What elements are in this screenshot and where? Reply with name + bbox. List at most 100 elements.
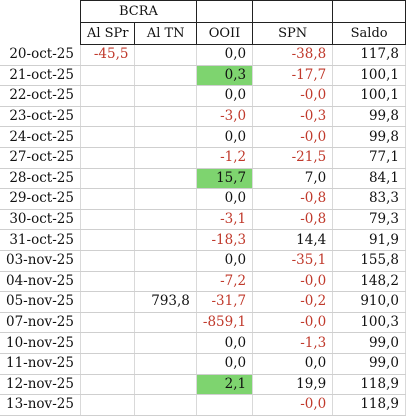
ooii-cell[interactable]: -3,0 [196,106,254,128]
al-spr-cell[interactable] [80,106,136,128]
spn-cell[interactable]: 19,9 [252,374,334,396]
ooii-cell[interactable] [196,394,254,416]
date-cell[interactable]: 22-oct-25 [0,85,81,107]
date-cell[interactable]: 24-oct-25 [0,126,81,148]
spn-cell[interactable]: -0,3 [252,106,334,128]
al-spr-cell[interactable]: -45,5 [80,44,136,66]
al-tn-cell[interactable] [134,209,197,231]
ooii-cell[interactable]: 0,0 [196,332,254,354]
ooii-cell[interactable]: -7,2 [196,271,254,293]
saldo-cell[interactable]: 77,1 [332,147,406,169]
al-spr-cell[interactable] [80,271,136,293]
date-cell[interactable]: 21-oct-25 [0,65,81,87]
spn-cell[interactable]: -0,8 [252,209,334,231]
ooii-cell[interactable]: 0,3 [196,65,254,87]
al-spr-cell[interactable] [80,332,136,354]
al-tn-cell[interactable] [134,312,197,334]
ooii-cell[interactable]: -859,1 [196,312,254,334]
saldo-cell[interactable]: 99,8 [332,126,406,148]
al-spr-cell[interactable] [80,353,136,375]
ooii-cell[interactable]: -31,7 [196,291,254,313]
al-spr-cell[interactable] [80,394,136,416]
al-tn-cell[interactable] [134,85,197,107]
ooii-cell[interactable]: -1,2 [196,147,254,169]
saldo-cell[interactable]: 118,9 [332,394,406,416]
saldo-cell[interactable]: 117,8 [332,44,406,66]
al-tn-cell[interactable] [134,188,197,210]
date-cell[interactable]: 04-nov-25 [0,271,81,293]
saldo-cell[interactable]: 99,8 [332,106,406,128]
al-tn-cell[interactable] [134,106,197,128]
date-cell[interactable]: 20-oct-25 [0,44,81,66]
spn-cell[interactable]: -0,2 [252,291,334,313]
saldo-cell[interactable]: 83,3 [332,188,406,210]
al-spr-cell[interactable] [80,374,136,396]
date-cell[interactable]: 23-oct-25 [0,106,81,128]
spn-cell[interactable]: -0,0 [252,312,334,334]
al-tn-cell[interactable] [134,168,197,190]
ooii-cell[interactable]: 15,7 [196,168,254,190]
ooii-cell[interactable]: 0,0 [196,44,254,66]
al-spr-cell[interactable] [80,188,136,210]
al-spr-cell[interactable] [80,209,136,231]
date-cell[interactable]: 27-oct-25 [0,147,81,169]
spn-cell[interactable]: -0,8 [252,188,334,210]
date-cell[interactable]: 12-nov-25 [0,374,81,396]
al-tn-cell[interactable]: 793,8 [134,291,197,313]
spn-cell[interactable]: -0,0 [252,394,334,416]
saldo-cell[interactable]: 910,0 [332,291,406,313]
al-spr-cell[interactable] [80,126,136,148]
al-tn-cell[interactable] [134,271,197,293]
al-spr-cell[interactable] [80,85,136,107]
ooii-cell[interactable]: 0,0 [196,188,254,210]
al-tn-cell[interactable] [134,65,197,87]
date-cell[interactable]: 05-nov-25 [0,291,81,313]
saldo-cell[interactable]: 99,0 [332,353,406,375]
ooii-cell[interactable]: -18,3 [196,229,254,251]
date-cell[interactable]: 31-oct-25 [0,229,81,251]
saldo-cell[interactable]: 100,3 [332,312,406,334]
saldo-cell[interactable]: 84,1 [332,168,406,190]
al-tn-cell[interactable] [134,147,197,169]
spn-cell[interactable]: -17,7 [252,65,334,87]
al-tn-cell[interactable] [134,394,197,416]
al-spr-cell[interactable] [80,147,136,169]
date-cell[interactable]: 07-nov-25 [0,312,81,334]
date-cell[interactable]: 29-oct-25 [0,188,81,210]
saldo-cell[interactable]: 99,0 [332,332,406,354]
al-tn-cell[interactable] [134,44,197,66]
al-spr-cell[interactable] [80,291,136,313]
date-cell[interactable]: 28-oct-25 [0,168,81,190]
saldo-cell[interactable]: 79,3 [332,209,406,231]
al-tn-cell[interactable] [134,229,197,251]
spn-cell[interactable]: -38,8 [252,44,334,66]
al-tn-cell[interactable] [134,250,197,272]
al-tn-cell[interactable] [134,374,197,396]
spn-cell[interactable]: -0,0 [252,85,334,107]
al-spr-cell[interactable] [80,229,136,251]
spn-cell[interactable]: -21,5 [252,147,334,169]
spn-cell[interactable]: -0,0 [252,271,334,293]
al-spr-cell[interactable] [80,250,136,272]
al-spr-cell[interactable] [80,168,136,190]
ooii-cell[interactable]: 0,0 [196,85,254,107]
date-cell[interactable]: 10-nov-25 [0,332,81,354]
ooii-cell[interactable]: 0,0 [196,353,254,375]
saldo-cell[interactable]: 155,8 [332,250,406,272]
spn-cell[interactable]: 14,4 [252,229,334,251]
saldo-cell[interactable]: 100,1 [332,65,406,87]
ooii-cell[interactable]: 0,0 [196,250,254,272]
date-cell[interactable]: 03-nov-25 [0,250,81,272]
al-tn-cell[interactable] [134,126,197,148]
saldo-cell[interactable]: 118,9 [332,374,406,396]
spn-cell[interactable]: -1,3 [252,332,334,354]
spn-cell[interactable]: 0,0 [252,353,334,375]
al-tn-cell[interactable] [134,353,197,375]
al-tn-cell[interactable] [134,332,197,354]
ooii-cell[interactable]: 2,1 [196,374,254,396]
al-spr-cell[interactable] [80,312,136,334]
spn-cell[interactable]: -0,0 [252,126,334,148]
saldo-cell[interactable]: 100,1 [332,85,406,107]
ooii-cell[interactable]: 0,0 [196,126,254,148]
ooii-cell[interactable]: -3,1 [196,209,254,231]
